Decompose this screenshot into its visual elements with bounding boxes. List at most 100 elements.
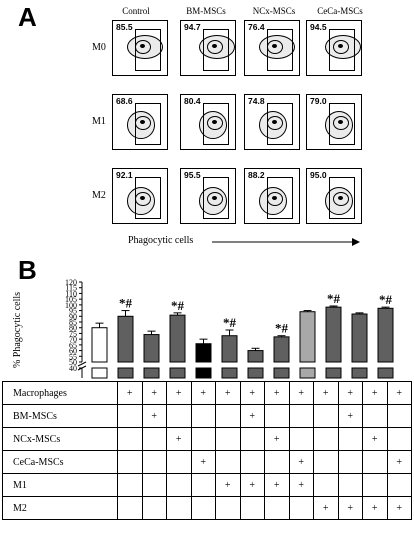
contour-inner: [207, 192, 223, 206]
condition-mark: +: [215, 473, 241, 497]
gate-percentage: 94.5: [310, 22, 327, 32]
y-tick-label: 105: [65, 295, 77, 304]
bar-lower-segment: [273, 367, 290, 379]
contour-inner: [333, 116, 349, 130]
y-tick-label: 95: [69, 307, 77, 316]
flow-plot: 76.4: [244, 20, 300, 76]
condition-mark: [264, 450, 290, 474]
condition-mark: [117, 404, 143, 428]
condition-mark: [190, 496, 216, 520]
significance-label: *#: [275, 321, 289, 336]
bar: [377, 307, 394, 363]
bar: [273, 336, 290, 363]
condition-mark: +: [117, 381, 143, 405]
condition-mark: +: [288, 381, 314, 405]
condition-mark: [141, 496, 167, 520]
bar: [195, 343, 212, 363]
condition-mark: [239, 496, 265, 520]
contour-inner: [135, 116, 151, 130]
condition-mark: [337, 427, 363, 451]
condition-mark: +: [288, 450, 314, 474]
y-tick-label: 50: [69, 358, 77, 367]
y-tick-label: 40: [69, 364, 77, 373]
condition-mark: [386, 404, 412, 428]
condition-label: NCx-MSCs: [2, 427, 118, 451]
gate-percentage: 74.8: [248, 96, 265, 106]
significance-label: *#: [327, 291, 341, 306]
contour-core: [272, 196, 277, 200]
condition-mark: [215, 427, 241, 451]
condition-mark: +: [215, 381, 241, 405]
condition-mark: +: [166, 427, 192, 451]
bar-lower-segment: [351, 367, 368, 379]
bar: [117, 315, 134, 363]
bar: [221, 335, 238, 363]
condition-label: M2: [2, 496, 118, 520]
panel-a-letter: A: [18, 2, 37, 32]
significance-label: *#: [171, 298, 185, 313]
condition-mark: [313, 404, 339, 428]
condition-mark: [141, 473, 167, 497]
flow-plot: 74.8: [244, 94, 300, 150]
condition-row: M1 + + + +: [2, 473, 412, 497]
bar: [91, 327, 108, 363]
contour-core: [140, 44, 145, 48]
condition-mark: [386, 427, 412, 451]
condition-mark: +: [386, 496, 412, 520]
column-header-control: Control: [122, 6, 150, 16]
gate-percentage: 76.4: [248, 22, 265, 32]
condition-mark: +: [362, 427, 388, 451]
y-tick-label: 120: [65, 278, 77, 287]
condition-mark: +: [239, 404, 265, 428]
condition-label: BM-MSCs: [2, 404, 118, 428]
condition-mark: +: [264, 381, 290, 405]
flow-plot: 94.7: [180, 20, 236, 76]
column-header-ceca-mscs: CeCa-MSCs: [317, 6, 363, 16]
condition-mark: +: [264, 427, 290, 451]
row-label-m2: M2: [92, 190, 106, 201]
significance-label: *#: [223, 315, 237, 330]
y-tick-label: 75: [69, 329, 77, 338]
condition-mark: +: [190, 450, 216, 474]
y-tick-label: 90: [69, 312, 77, 321]
y-tick-label: 65: [69, 341, 77, 350]
contour-inner: [207, 116, 223, 130]
condition-label: CeCa-MSCs: [2, 450, 118, 474]
condition-mark: [362, 404, 388, 428]
phagocytic-axis-arrow: [212, 238, 360, 246]
condition-mark: [313, 427, 339, 451]
contour-inner: [267, 192, 283, 206]
condition-mark: [166, 473, 192, 497]
y-tick-label: 60: [69, 347, 77, 356]
y-tick-label: 80: [69, 324, 77, 333]
contour-core: [140, 120, 145, 124]
column-header-ncx-mscs: NCx-MSCs: [252, 6, 296, 16]
flow-plot: 79.0: [306, 94, 362, 150]
contour-core: [338, 44, 343, 48]
contour-inner: [267, 40, 283, 54]
contour-inner: [267, 116, 283, 130]
bar-lower-segment: [221, 367, 238, 379]
phagocytic-axis-label: Phagocytic cells: [128, 235, 194, 246]
bar: [247, 350, 264, 363]
y-tick-label: 110: [65, 289, 77, 298]
condition-mark: [362, 473, 388, 497]
condition-mark: [166, 404, 192, 428]
bar: [169, 314, 186, 363]
condition-mark: [362, 450, 388, 474]
condition-mark: +: [337, 381, 363, 405]
condition-mark: [337, 473, 363, 497]
contour-inner: [333, 40, 349, 54]
condition-mark: +: [288, 473, 314, 497]
row-label-m1: M1: [92, 116, 106, 127]
flow-plot: 95.5: [180, 168, 236, 224]
gate-percentage: 92.1: [116, 170, 133, 180]
condition-mark: +: [239, 381, 265, 405]
bar: [351, 313, 368, 363]
flow-plot: 92.1: [112, 168, 168, 224]
condition-mark: +: [337, 404, 363, 428]
gate-percentage: 68.6: [116, 96, 133, 106]
condition-mark: [141, 427, 167, 451]
y-axis-label: % Phagocytic cells: [12, 292, 23, 368]
condition-mark: +: [264, 473, 290, 497]
